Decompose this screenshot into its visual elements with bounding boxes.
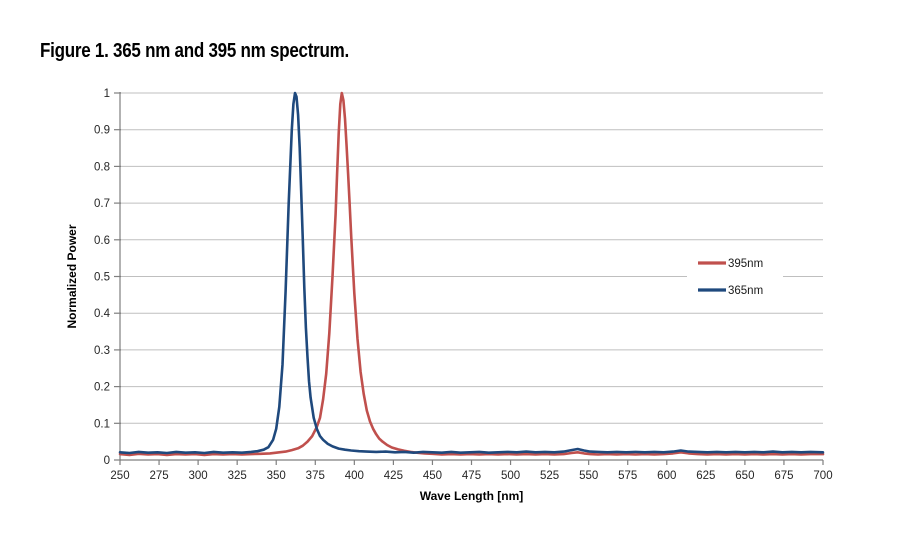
x-tick-label: 250 [110,470,129,482]
x-tick-label: 450 [423,470,442,482]
y-tick-label: 0.5 [94,272,110,284]
legend-label-365nm: 365nm [728,285,763,297]
x-tick-label: 350 [267,470,286,482]
y-tick-label: 0.3 [94,345,110,357]
x-tick-label: 550 [579,470,598,482]
y-axis-title: Normalized Power [65,224,79,328]
x-tick-label: 625 [696,470,715,482]
y-tick-label: 1 [104,88,110,100]
x-tick-label: 275 [149,470,168,482]
x-tick-label: 700 [813,470,832,482]
x-tick-label: 575 [618,470,637,482]
y-tick-label: 0.1 [94,418,110,430]
x-tick-label: 400 [345,470,364,482]
x-tick-label: 675 [774,470,793,482]
x-tick-label: 600 [657,470,676,482]
x-tick-label: 300 [189,470,208,482]
y-tick-label: 0.8 [94,161,110,173]
legend-label-395nm: 395nm [728,258,763,270]
x-tick-label: 525 [540,470,559,482]
figure-title: Figure 1. 365 nm and 395 nm spectrum. [40,40,349,62]
y-tick-label: 0.6 [94,235,110,247]
y-tick-label: 0.7 [94,198,110,210]
y-tick-label: 0.2 [94,382,110,394]
y-tick-label: 0.9 [94,125,110,137]
series-line-395nm [118,91,825,457]
x-tick-label: 650 [735,470,754,482]
x-tick-label: 375 [306,470,325,482]
y-tick-label: 0.4 [94,308,111,320]
x-axis-title: Wave Length [nm] [420,489,524,503]
x-tick-label: 500 [501,470,520,482]
x-tick-label: 425 [384,470,403,482]
y-tick-label: 0 [104,455,110,467]
x-tick-label: 325 [228,470,247,482]
series-line-365nm [118,91,825,455]
x-tick-label: 475 [462,470,481,482]
